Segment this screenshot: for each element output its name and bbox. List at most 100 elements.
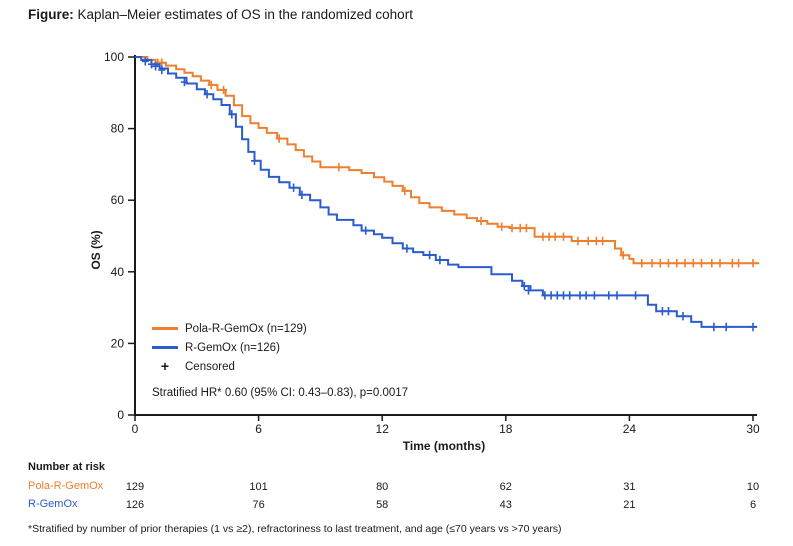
risk-row-label-pola: Pola-R-GemOx: [28, 480, 104, 492]
censor-mark-rgemox: [426, 250, 434, 260]
censor-mark-rgemox: [298, 190, 306, 199]
risk-count-rgemox: 58: [376, 499, 388, 511]
legend-label-censored: Censored: [185, 360, 235, 373]
hazard-ratio-annotation: Stratified HR* 0.60 (95% CI: 0.43–0.83),…: [152, 387, 409, 399]
censor-mark-rgemox: [180, 77, 188, 87]
censor-mark-pola: [681, 259, 689, 268]
x-tick-label: 0: [132, 422, 139, 436]
censor-mark-rgemox: [362, 226, 370, 235]
censor-mark-pola: [560, 232, 567, 241]
stratification-footnote: *Stratified by number of prior therapies…: [28, 523, 562, 535]
censor-mark-rgemox: [251, 156, 258, 165]
censor-mark-rgemox: [679, 312, 687, 321]
censor-mark-pola: [673, 259, 681, 268]
risk-count-rgemox: 126: [126, 499, 144, 511]
risk-count-pola: 31: [623, 481, 635, 493]
censor-mark-rgemox: [148, 60, 155, 69]
risk-count-pola: 80: [376, 481, 388, 493]
risk-count-pola: 101: [249, 481, 267, 493]
censor-mark-pola: [207, 80, 215, 90]
km-curve-pola: [135, 56, 760, 265]
legend-label-pola: Pola-R-GemOx (n=129): [185, 322, 307, 335]
legend-item-pola: Pola-R-GemOx (n=129): [152, 322, 307, 335]
censor-mark-rgemox: [436, 255, 444, 265]
censor-mark-rgemox: [632, 291, 640, 300]
censor-mark-rgemox: [749, 322, 757, 332]
censor-mark-rgemox: [158, 65, 166, 75]
censor-mark-pola: [551, 232, 559, 241]
censor-mark-pola: [401, 186, 409, 196]
censor-mark-pola: [477, 216, 485, 226]
censor-mark-rgemox: [403, 244, 411, 253]
x-tick-label: 18: [499, 422, 513, 436]
risk-row-label-rgemox: R-GemOx: [28, 498, 78, 510]
censor-mark-rgemox: [576, 291, 584, 300]
censor-mark-pola: [708, 259, 716, 268]
censor-mark-pola: [508, 223, 516, 233]
censor-mark-pola: [498, 222, 506, 231]
censor-mark-rgemox: [203, 90, 211, 99]
censor-mark-pola: [638, 259, 646, 268]
y-tick-label: 60: [111, 193, 125, 207]
censor-mark-rgemox: [658, 307, 666, 316]
x-axis-title: Time (months): [402, 439, 486, 453]
figure-title-text: Kaplan–Meier estimates of OS in the rand…: [77, 7, 413, 22]
x-tick-label: 12: [376, 422, 390, 436]
censor-mark-rgemox: [710, 322, 718, 332]
censor-mark-pola: [665, 259, 672, 268]
censor-mark-pola: [716, 259, 724, 268]
censor-mark-pola: [735, 259, 743, 268]
censor-mark-pola: [728, 259, 736, 268]
risk-count-rgemox: 6: [750, 499, 756, 511]
censor-mark-rgemox: [722, 322, 730, 332]
censor-mark-pola: [656, 259, 664, 268]
y-tick-label: 100: [104, 50, 124, 64]
censor-mark-rgemox: [541, 291, 549, 300]
pola-line-swatch: [152, 327, 178, 330]
censor-mark-rgemox: [665, 307, 672, 316]
censor-mark-pola: [522, 223, 530, 233]
censor-mark-pola: [648, 259, 656, 268]
y-tick-label: 0: [117, 408, 124, 422]
censor-mark-rgemox: [228, 110, 236, 119]
x-tick-label: 6: [255, 422, 262, 436]
censor-mark-rgemox: [582, 291, 590, 300]
km-curve-rgemox: [135, 56, 758, 328]
censor-mark-pola: [545, 232, 553, 241]
censor-mark-pola: [749, 259, 757, 268]
censor-mark-pola: [599, 236, 607, 246]
censor-mark-pola: [592, 236, 600, 246]
censor-mark-rgemox: [566, 291, 574, 300]
censor-mark-pola: [516, 223, 524, 233]
legend-label-rgemox: R-GemOx (n=126): [185, 341, 280, 354]
censor-mark-pola: [689, 259, 697, 268]
risk-count-pola: 129: [126, 481, 144, 493]
censor-mark-pola: [619, 251, 627, 260]
censor-mark-rgemox: [590, 291, 598, 300]
legend-item-censored: + Censored: [152, 359, 235, 373]
risk-count-pola: 62: [500, 481, 512, 493]
risk-table-header: Number at risk: [28, 461, 106, 473]
rgemox-line-swatch: [152, 346, 178, 349]
figure-title-prefix: Figure:: [28, 7, 74, 22]
y-tick-label: 20: [111, 336, 125, 350]
censor-mark-pola: [158, 58, 166, 67]
censor-mark-rgemox: [290, 183, 298, 192]
censor-mark-pola: [220, 85, 228, 95]
censor-mark-pola: [574, 236, 582, 246]
censor-mark-rgemox: [613, 291, 621, 300]
censor-mark-pola: [539, 232, 547, 241]
legend-item-rgemox: R-GemOx (n=126): [152, 341, 280, 354]
censor-mark-rgemox: [553, 291, 561, 300]
censor-mark-rgemox: [152, 62, 160, 71]
y-tick-label: 80: [111, 122, 125, 136]
x-tick-label: 30: [746, 422, 760, 436]
y-tick-label: 40: [111, 265, 125, 279]
risk-count-rgemox: 21: [623, 499, 635, 511]
risk-count-rgemox: 76: [252, 499, 264, 511]
censor-mark-pola: [275, 134, 283, 143]
x-tick-label: 24: [623, 422, 637, 436]
censor-mark-rgemox: [525, 286, 532, 295]
figure-title: Figure: Kaplan–Meier estimates of OS in …: [28, 7, 413, 22]
